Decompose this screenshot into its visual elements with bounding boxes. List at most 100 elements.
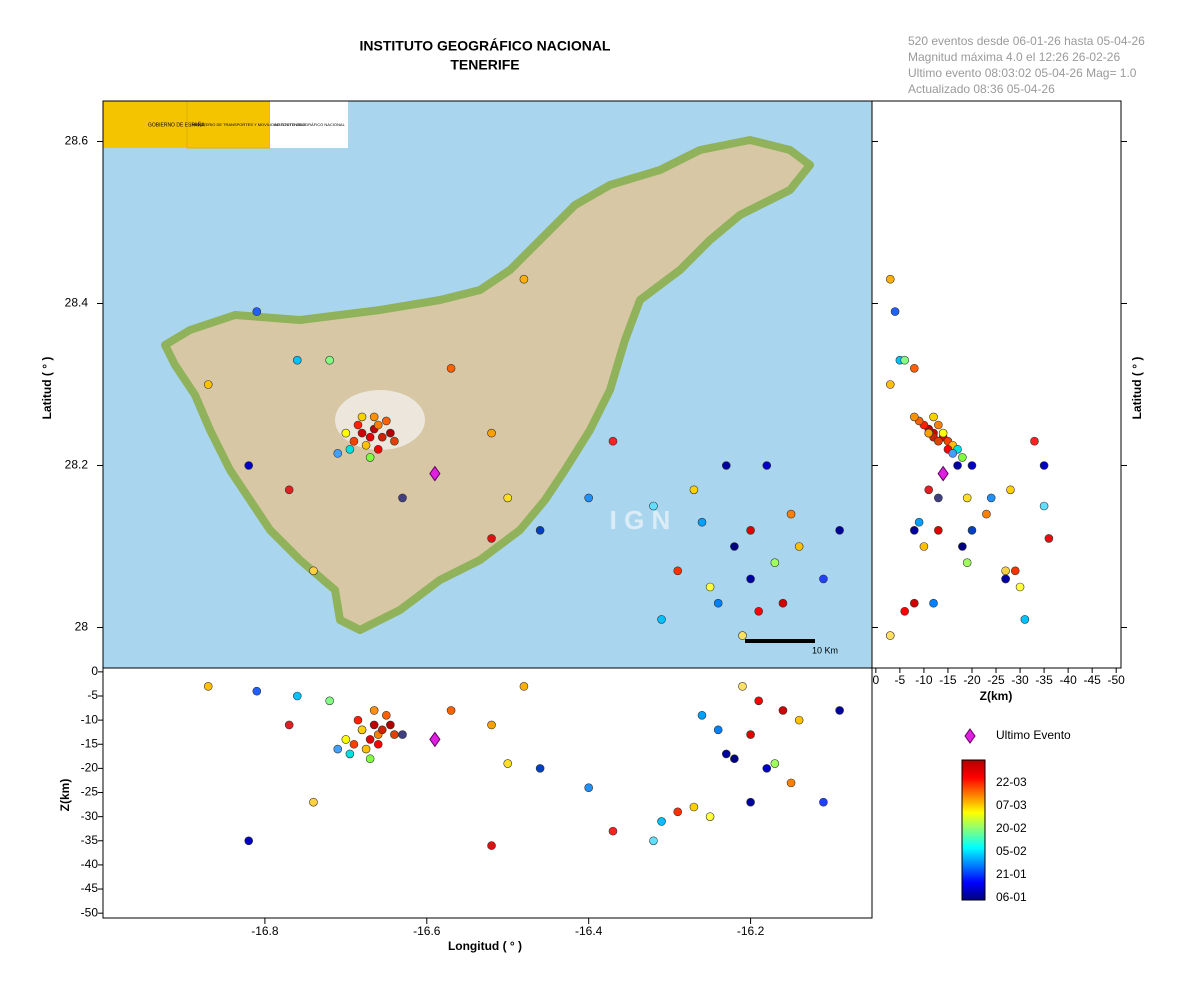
- event-map: [369, 412, 379, 422]
- event-depth: [365, 754, 375, 764]
- z-tick-label: -5: [87, 688, 98, 702]
- event-lat-depth: [1039, 501, 1049, 511]
- event-map: [333, 449, 343, 458]
- event-map: [386, 428, 395, 438]
- info-line: 520 eventos desde 06-01-26 hasta 05-04-2…: [908, 34, 1145, 48]
- event-lat-depth: [958, 453, 967, 462]
- z-tick-label: -5: [895, 673, 906, 687]
- event-map: [746, 574, 755, 584]
- y-tick-label: 28.6: [65, 134, 89, 148]
- event-depth: [284, 720, 294, 730]
- colorbar-label: 06-01: [996, 890, 1027, 904]
- event-lat-depth: [986, 493, 996, 503]
- x-axis-label: Longitud ( ° ): [448, 939, 522, 953]
- logo-text: GOBIERNO DE ESPAÑA: [148, 121, 205, 128]
- event-lat-depth: [967, 461, 977, 470]
- event-map: [487, 428, 496, 438]
- event-depth: [835, 706, 844, 715]
- z-tick-label: -30: [1011, 673, 1029, 687]
- event-depth: [819, 797, 828, 807]
- event-depth: [365, 735, 375, 744]
- event-map: [365, 453, 375, 462]
- z-tick-label: -40: [81, 857, 99, 871]
- logo-text: INSTITUTO GEOGRÁFICO NACIONAL: [274, 122, 346, 127]
- event-lat-depth: [938, 428, 948, 438]
- event-map: [503, 493, 513, 503]
- event-lat-depth: [910, 412, 919, 422]
- event-lat-depth: [1001, 574, 1010, 584]
- event-map: [341, 428, 351, 438]
- last-event: [937, 465, 949, 482]
- event-depth: [377, 725, 387, 735]
- event-lat-depth: [910, 598, 919, 608]
- event-map: [721, 461, 731, 470]
- event-map: [738, 631, 747, 640]
- event-map: [398, 493, 407, 503]
- subtitle: TENERIFE: [450, 57, 519, 73]
- logo-box: [103, 101, 187, 148]
- event-lat-depth: [929, 412, 938, 422]
- event-lat-depth: [962, 493, 972, 503]
- logo-box: [270, 101, 348, 148]
- event-map: [244, 461, 254, 470]
- event-depth: [390, 730, 399, 739]
- teide-summit: [335, 390, 425, 450]
- event-depth: [357, 725, 367, 735]
- event-map: [657, 615, 666, 624]
- event-map: [746, 525, 755, 535]
- event-lat-depth: [900, 355, 909, 365]
- event-map: [697, 517, 707, 527]
- event-depth: [697, 710, 707, 720]
- scale-bar: [745, 639, 815, 643]
- event-depth: [535, 764, 545, 773]
- event-depth: [325, 696, 334, 706]
- event-depth: [353, 715, 363, 725]
- event-map: [252, 307, 262, 316]
- event-map: [649, 501, 658, 511]
- event-lat-depth: [910, 363, 919, 373]
- event-lat-depth: [885, 274, 895, 284]
- event-lat-depth: [1044, 534, 1054, 543]
- event-map: [382, 416, 391, 426]
- event-lat-depth: [1006, 485, 1015, 495]
- logo-box: [186, 100, 271, 149]
- event-map: [786, 509, 796, 519]
- colorbar-label: 05-02: [996, 844, 1027, 858]
- event-lat-depth: [934, 436, 943, 446]
- event-depth: [361, 744, 371, 754]
- event-map: [292, 355, 302, 365]
- event-map: [373, 420, 383, 430]
- lat-depth-frame: [871, 100, 1122, 669]
- event-depth: [345, 749, 355, 759]
- colorbar-label: 21-01: [996, 867, 1027, 881]
- event-lat-depth: [885, 380, 895, 389]
- event-lat-depth: [982, 509, 991, 519]
- event-depth: [786, 778, 796, 788]
- event-depth: [446, 706, 456, 715]
- event-lat-depth: [929, 598, 938, 608]
- x-tick-label: -16.2: [737, 924, 765, 938]
- y-axis-label: Latitud ( ° ): [1130, 357, 1144, 420]
- event-map: [345, 444, 355, 454]
- event-depth: [713, 725, 723, 735]
- z-tick-label: -20: [963, 673, 981, 687]
- event-map: [446, 363, 456, 373]
- event-lat-depth: [1039, 461, 1049, 470]
- event-map: [584, 493, 593, 503]
- event-map: [535, 525, 545, 535]
- event-depth: [584, 783, 593, 792]
- legend-symbol: [964, 728, 976, 744]
- event-lat-depth: [934, 493, 943, 503]
- event-map: [377, 432, 387, 442]
- z-tick-label: -35: [1035, 673, 1053, 687]
- event-depth: [754, 696, 763, 706]
- z-tick-label: -10: [915, 673, 933, 687]
- event-lat-depth: [934, 525, 943, 535]
- colorbar-label: 20-02: [996, 821, 1027, 835]
- colorbar-label: 22-03: [996, 775, 1027, 789]
- z-tick-label: -25: [987, 673, 1005, 687]
- event-lat-depth: [1010, 566, 1020, 576]
- z-axis-label: Z(km): [58, 779, 72, 812]
- z-tick-label: -30: [81, 809, 99, 823]
